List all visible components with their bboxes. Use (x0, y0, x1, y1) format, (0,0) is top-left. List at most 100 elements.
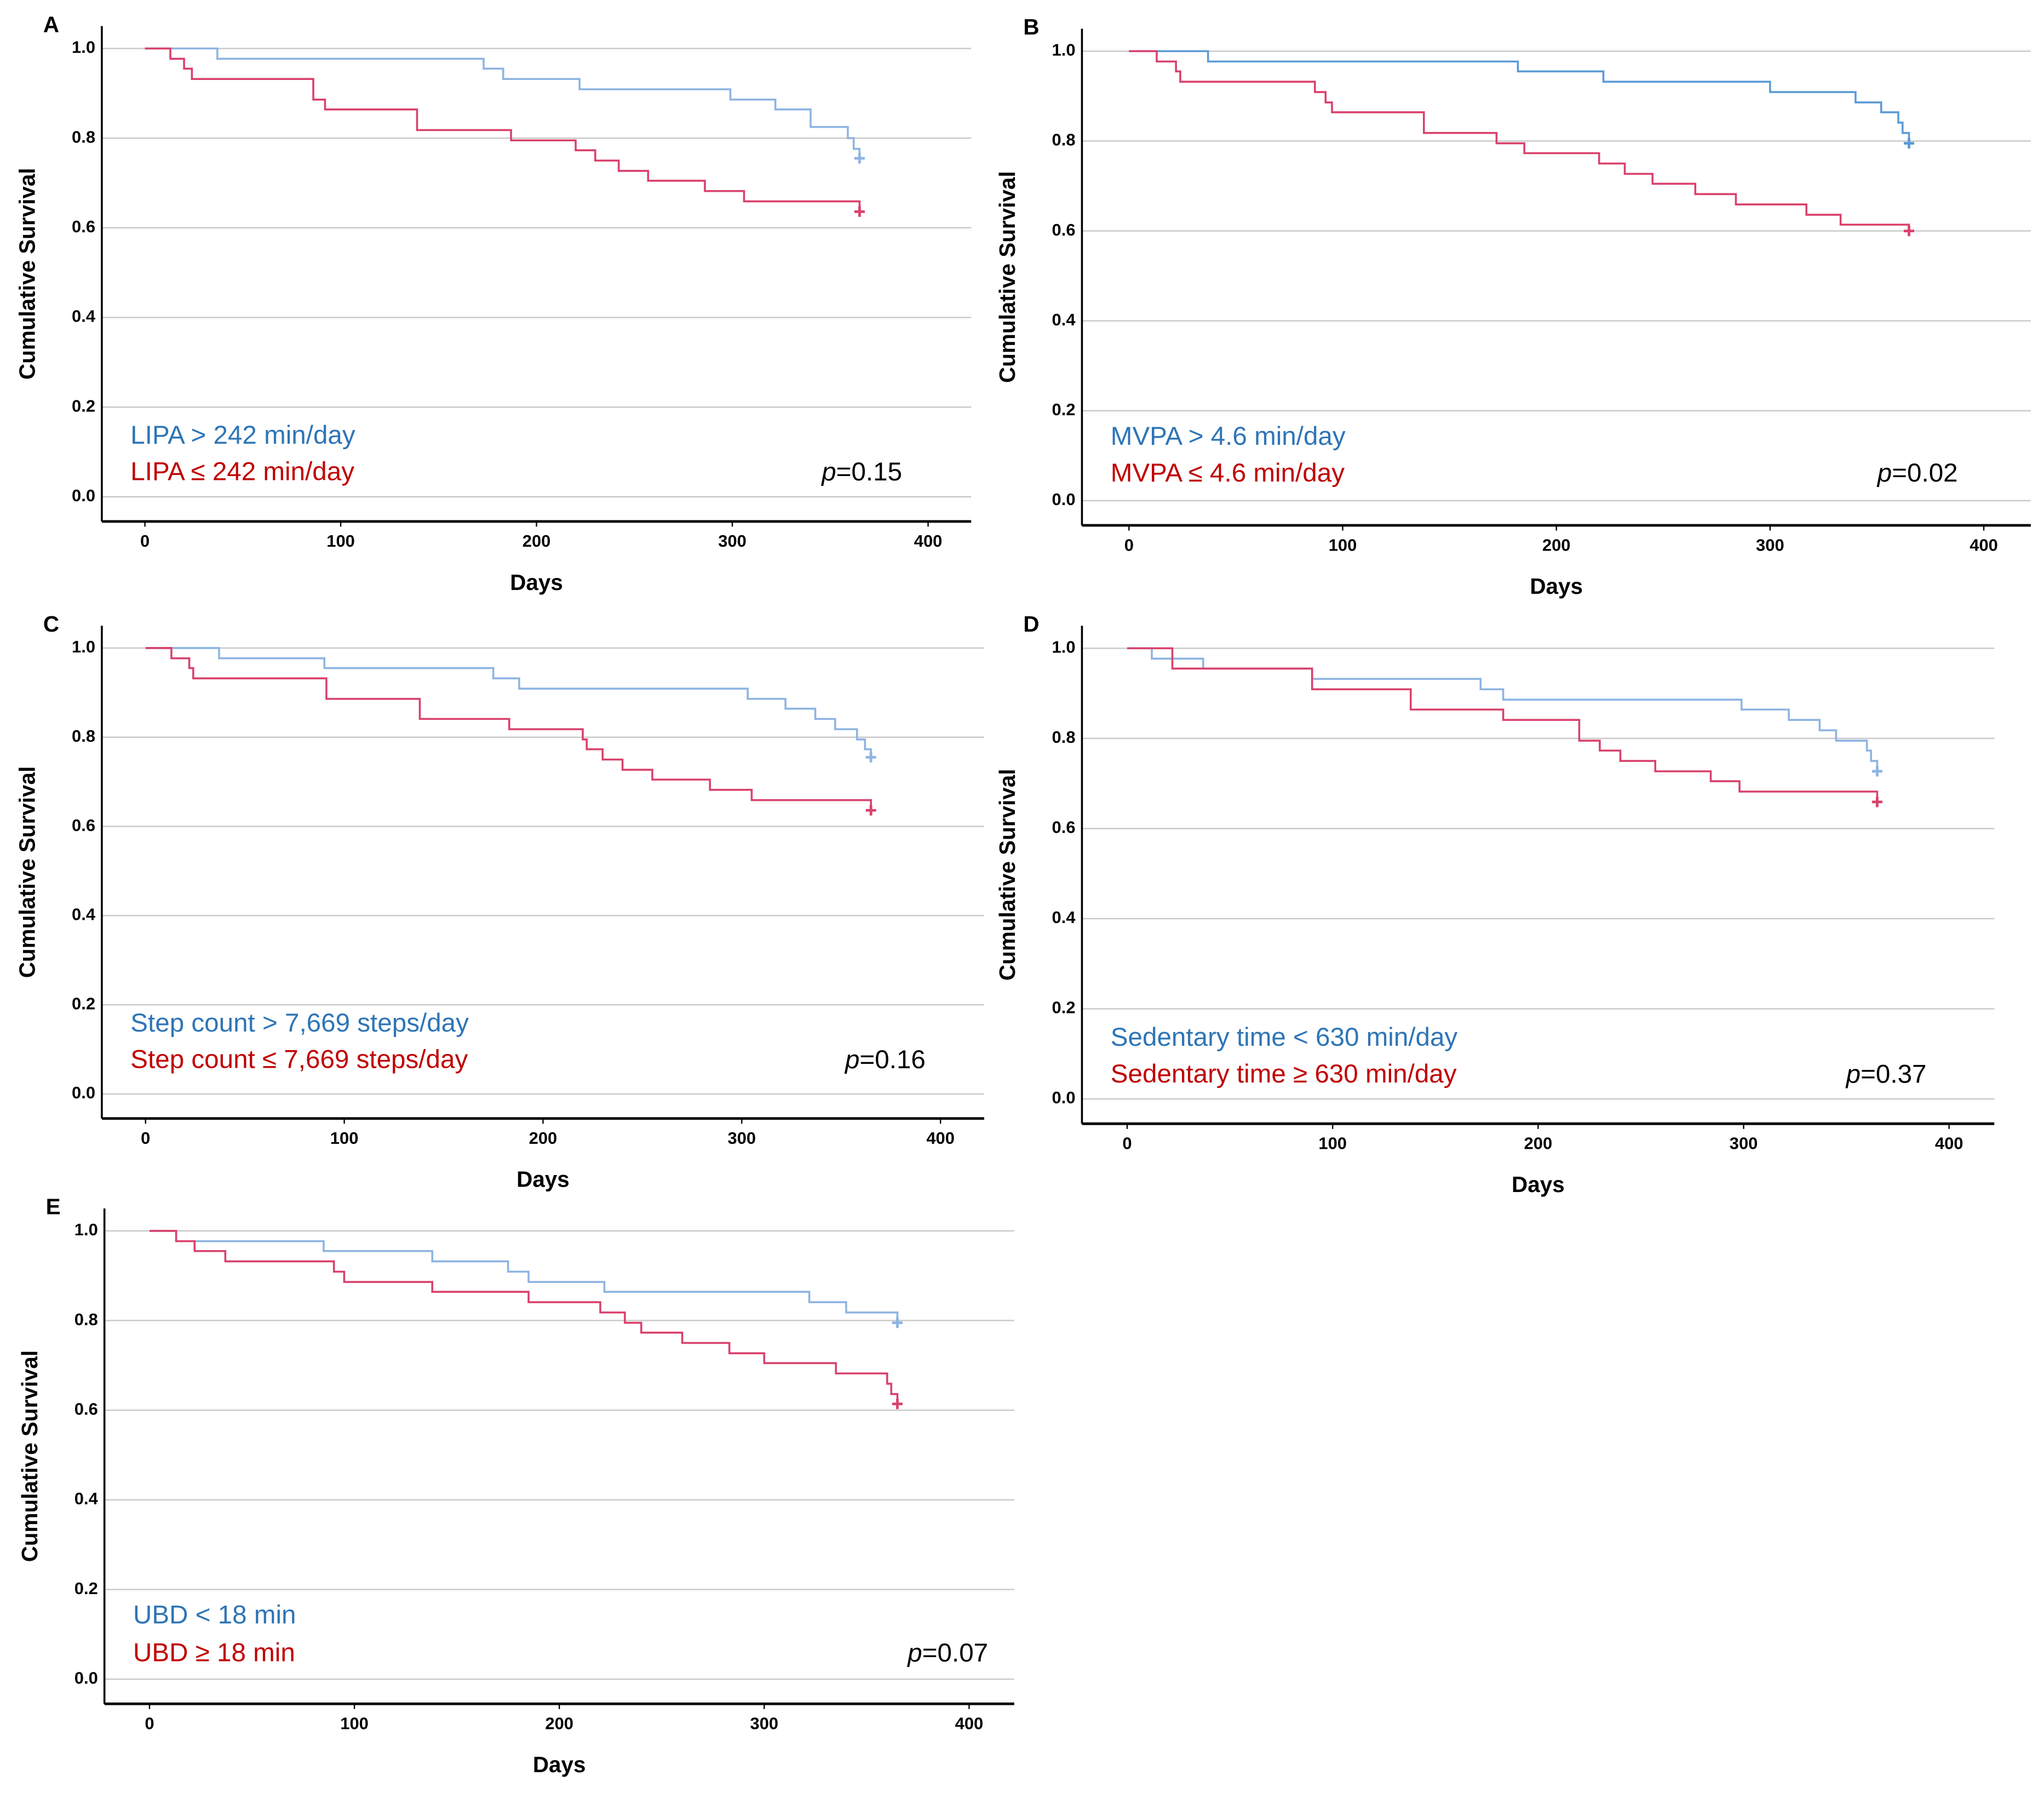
legend-entry: Step count ≤ 7,669 steps/day (130, 1045, 468, 1074)
p-symbol: p (906, 1638, 922, 1667)
survival-curve (149, 1230, 899, 1323)
p-value: p=0.15 (820, 457, 902, 486)
y-tick-label: 0.8 (1052, 130, 1076, 150)
p-number: =0.15 (836, 457, 902, 486)
p-value: p=0.16 (844, 1045, 926, 1074)
y-tick-label: 1.0 (72, 38, 95, 57)
censor-mark (865, 805, 876, 816)
y-tick-label: 0.8 (72, 127, 95, 146)
panel-label: E (46, 1194, 61, 1219)
censor-mark (892, 1399, 903, 1410)
x-tick-label: 100 (330, 1128, 359, 1148)
y-tick-label: 0.2 (74, 1579, 98, 1598)
y-tick-label: 0.8 (1052, 727, 1076, 747)
y-tick-label: 0.4 (74, 1489, 99, 1508)
p-symbol: p (844, 1045, 859, 1074)
p-value: p=0.37 (1845, 1059, 1927, 1088)
censor-mark (1903, 138, 1915, 149)
y-tick-label: 0.4 (1052, 908, 1076, 927)
p-value: p=0.02 (1876, 459, 1958, 488)
legend-entry: UBD < 18 min (133, 1600, 296, 1629)
legend-entry: LIPA ≤ 242 min/day (130, 457, 354, 486)
x-tick-label: 200 (1524, 1134, 1553, 1153)
p-number: =0.37 (1861, 1059, 1926, 1088)
x-tick-label: 0 (140, 531, 150, 551)
p-value: p=0.07 (906, 1638, 988, 1667)
censor-mark (854, 206, 865, 217)
y-tick-label: 0.8 (74, 1310, 98, 1329)
censor-mark (865, 752, 876, 763)
y-tick-label: 1.0 (74, 1220, 98, 1239)
x-tick-label: 300 (1730, 1134, 1758, 1153)
x-tick-label: 100 (1329, 535, 1357, 554)
legend-entry: Sedentary time ≥ 630 min/day (1111, 1059, 1457, 1088)
survival-curve (145, 647, 872, 758)
x-tick-label: 200 (545, 1714, 573, 1733)
y-tick-label: 0.4 (1052, 310, 1076, 329)
legend-entry: Sedentary time < 630 min/day (1111, 1023, 1458, 1052)
panel-label: A (43, 12, 59, 37)
x-tick-label: 200 (529, 1128, 558, 1148)
survival-curve (1129, 50, 1910, 231)
x-tick-label: 100 (340, 1714, 369, 1733)
legend-entry: MVPA ≤ 4.6 min/day (1111, 459, 1345, 488)
y-tick-label: 0.2 (1052, 400, 1076, 419)
legend-entry: MVPA > 4.6 min/day (1111, 422, 1346, 451)
censor-mark (1871, 797, 1882, 807)
survival-curve (1127, 647, 1879, 802)
x-tick-label: 400 (1970, 535, 1998, 554)
censor-mark (1871, 766, 1882, 777)
y-tick-label: 0.8 (72, 726, 95, 746)
x-tick-label: 300 (1756, 535, 1784, 554)
x-tick-label: 200 (1542, 535, 1571, 554)
y-tick-label: 1.0 (72, 637, 95, 656)
x-tick-label: 400 (1935, 1134, 1963, 1153)
y-tick-label: 0.2 (72, 396, 95, 415)
x-tick-label: 0 (1122, 1134, 1132, 1153)
panel-label: B (1023, 14, 1039, 39)
x-tick-label: 400 (955, 1714, 984, 1733)
y-tick-label: 0.6 (72, 217, 95, 236)
x-tick-label: 100 (1318, 1134, 1347, 1153)
x-tick-label: 300 (750, 1714, 779, 1733)
y-tick-label: 0.0 (1052, 1088, 1076, 1107)
y-axis-label: Cumulative Survival (17, 1350, 42, 1562)
survival-curve (145, 647, 872, 811)
y-axis-label: Cumulative Survival (995, 171, 1020, 383)
y-axis-label: Cumulative Survival (14, 766, 39, 978)
x-tick-label: 400 (926, 1128, 955, 1148)
x-axis-label: Days (533, 1752, 586, 1777)
y-tick-label: 0.6 (1052, 220, 1076, 239)
survival-curve (1129, 50, 1910, 144)
p-symbol: p (1876, 459, 1892, 488)
y-tick-label: 0.6 (1052, 818, 1076, 837)
y-tick-label: 0.0 (72, 486, 95, 505)
y-tick-label: 1.0 (1052, 638, 1076, 657)
x-tick-label: 100 (326, 531, 355, 551)
y-tick-label: 0.4 (72, 307, 96, 326)
y-axis-label: Cumulative Survival (995, 769, 1020, 981)
legend-entry: LIPA > 242 min/day (130, 421, 355, 450)
y-tick-label: 0.2 (72, 994, 95, 1013)
y-tick-label: 0.2 (1052, 998, 1076, 1017)
x-axis-label: Days (510, 570, 563, 595)
p-number: =0.02 (1892, 459, 1957, 488)
p-symbol: p (820, 457, 836, 486)
x-tick-label: 0 (1124, 535, 1134, 554)
y-tick-label: 0.6 (72, 816, 95, 835)
y-axis-label: Cumulative Survival (14, 168, 39, 380)
censor-mark (854, 153, 865, 164)
y-tick-label: 0.0 (1052, 490, 1076, 509)
survival-curve (145, 47, 861, 212)
x-tick-label: 0 (141, 1128, 150, 1148)
y-tick-label: 0.6 (74, 1399, 98, 1418)
y-tick-label: 1.0 (1052, 41, 1076, 60)
survival-curve (145, 47, 861, 159)
panel-label: D (1023, 611, 1039, 637)
x-axis-label: Days (516, 1167, 570, 1192)
y-tick-label: 0.0 (72, 1083, 95, 1102)
y-tick-label: 0.0 (74, 1668, 98, 1687)
x-axis-label: Days (1512, 1172, 1565, 1197)
p-symbol: p (1845, 1059, 1861, 1088)
